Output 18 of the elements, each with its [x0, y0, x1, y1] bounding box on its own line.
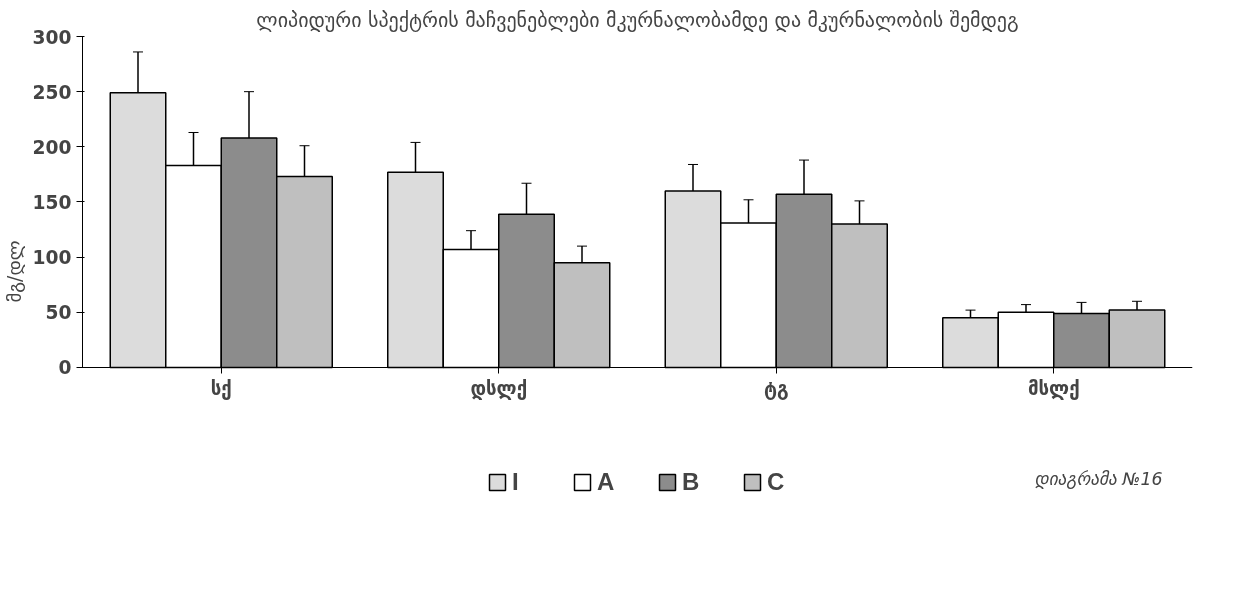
y-tick-label: 50 [45, 302, 72, 324]
y-tick-label: 0 [58, 357, 72, 379]
legend-label: B [682, 468, 701, 496]
legend-label: A [597, 468, 616, 496]
y-tick-label: 100 [32, 247, 72, 269]
chart-title: ლიპიდური სპექტრის მაჩვენებლები მკურნალობამდე და მკურნალობის შემდეგ [256, 7, 1019, 32]
y-axis-title: მგ/დლ [3, 240, 25, 303]
y-tick-label: 300 [32, 26, 72, 48]
x-tick-label: მსლქ [1027, 378, 1080, 401]
y-tick-label: 200 [32, 136, 72, 158]
x-tick-label: დსლქ [470, 378, 528, 401]
legend-label: I [512, 468, 520, 496]
x-tick-label: სქ [210, 378, 232, 401]
text: დიაგრამა №16 [1034, 468, 1163, 489]
y-tick-label: 250 [32, 81, 72, 103]
y-tick-label: 150 [32, 191, 72, 213]
legend-label: C [767, 468, 786, 496]
x-tick-label: ტგ [763, 378, 789, 401]
